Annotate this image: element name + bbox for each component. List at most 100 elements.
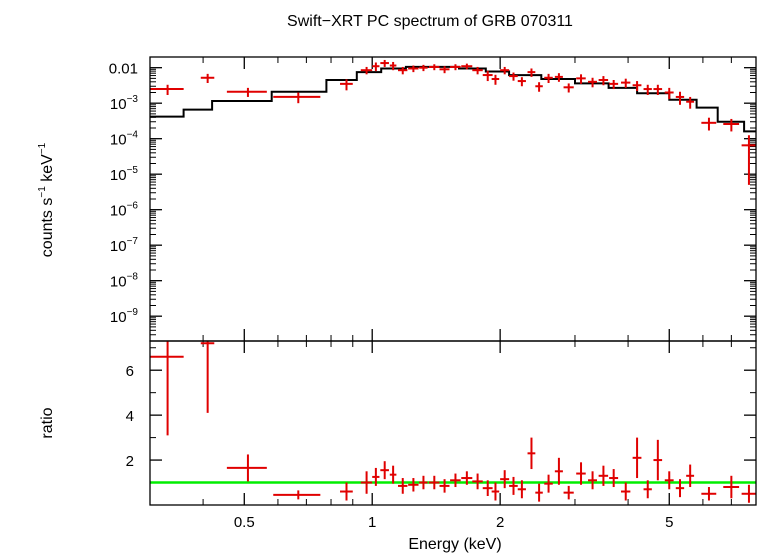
spectrum-data-point (563, 83, 574, 93)
ratio-data-point (653, 439, 663, 481)
spectrum-data-point (380, 59, 389, 67)
y-tick-exponent: −4 (127, 130, 139, 141)
spectrum-data-point (609, 79, 619, 90)
ratio-data-point (527, 437, 536, 470)
ratio-data-point (664, 471, 674, 490)
ylabel-part-1: counts s (39, 198, 56, 258)
spectrum-data-point (500, 66, 510, 75)
ratio-data-point (389, 465, 397, 484)
spectrum-data-point (482, 70, 493, 82)
spectrum-y-tick-label: 10−4 (110, 130, 139, 149)
ratio-y-tick-labels: 2 4 6 (126, 363, 134, 470)
y-tick-base: 10 (110, 203, 127, 220)
ratio-panel: 2 4 6 0.5 1 2 5 ratio Energy (keV) (39, 340, 757, 553)
spectrum-data-point (632, 81, 642, 92)
spectrum-y-tick-label: 10−5 (110, 165, 139, 184)
spectrum-data-point (491, 74, 500, 85)
ratio-data-point (544, 474, 553, 493)
spectrum-data-point (664, 87, 674, 100)
spectrum-data-point (372, 62, 380, 72)
spectrum-y-tick-label: 10−8 (110, 272, 139, 291)
spectrum-y-tick-label: 10−7 (110, 236, 139, 255)
ratio-frame (149, 340, 757, 506)
ratio-data-point (380, 461, 389, 480)
ratio-data-point (428, 475, 440, 490)
ratio-data-point (226, 454, 267, 482)
chart-title: Swift−XRT PC spectrum of GRB 070311 (287, 13, 573, 30)
spectrum-data-point (675, 91, 685, 105)
spectrum-data-point (723, 118, 740, 132)
ratio-data-point (461, 471, 473, 485)
y-tick-exponent: −3 (127, 94, 139, 105)
spectrum-y-tick-label: 10−3 (110, 94, 139, 113)
ratio-data-point (472, 473, 483, 490)
ratio-data-point (701, 487, 717, 501)
y-tick-base: 0.01 (109, 61, 138, 78)
spectrum-y-tick-label: 0.01 (109, 61, 138, 78)
spectrum-data-point (653, 84, 663, 96)
spectrum-data-point (598, 76, 609, 86)
spectrum-data-point (428, 64, 440, 71)
spectrum-data-point (461, 63, 473, 70)
ratio-y-axis-label: ratio (39, 407, 56, 438)
x-tick-label: 0.5 (234, 514, 255, 531)
spectrum-data-point (340, 79, 353, 91)
ratio-data-point (563, 485, 574, 500)
y-tick-base: 10 (110, 96, 127, 113)
spectrum-data-point (450, 64, 461, 71)
spectrum-data-point (360, 66, 373, 75)
y-tick-base: 10 (110, 132, 127, 149)
spectrum-data-point (439, 66, 450, 74)
x-axis-label: Energy (keV) (408, 536, 501, 553)
spectrum-data-point (701, 117, 717, 131)
ratio-y-tick-label: 4 (126, 408, 134, 425)
spectrum-frame (149, 56, 757, 342)
model-step-line (150, 65, 756, 133)
spectrum-data-point (544, 73, 553, 84)
ratio-data-point (675, 479, 685, 498)
ratio-data-point (554, 457, 563, 485)
y-tick-exponent: −5 (127, 165, 139, 176)
spectrum-data-point (535, 82, 543, 92)
y-tick-exponent: −7 (127, 236, 139, 247)
ratio-data-point (408, 478, 419, 492)
ratio-data-point (535, 483, 543, 502)
ylabel-sup-2: −1 (37, 142, 48, 154)
spectrum-data-point (527, 68, 536, 77)
ratio-data-point (450, 473, 461, 488)
ratio-data-point (741, 484, 756, 503)
spectrum-data-point (509, 72, 518, 81)
spectrum-y-tick-label: 10−6 (110, 201, 139, 220)
spectrum-data-point (554, 73, 563, 82)
spectrum-data-point (576, 74, 586, 84)
ratio-data-point (500, 470, 510, 489)
ratio-data-point (491, 482, 500, 501)
y-tick-base: 10 (110, 238, 127, 255)
spectrum-data-point (408, 65, 419, 73)
spectrum-data-point (226, 87, 267, 97)
ratio-data-point (419, 475, 428, 490)
x-tick-label: 2 (496, 514, 504, 531)
ratio-data-point (723, 475, 740, 499)
y-tick-exponent: −9 (127, 307, 139, 318)
ratio-data-point (576, 462, 586, 485)
ylabel-part-2: keV (39, 154, 56, 186)
spectrum-data-point (643, 84, 652, 96)
ratio-data-point (150, 341, 184, 436)
x-tick-labels: 0.5 1 2 5 (234, 514, 674, 531)
ratio-data-point (273, 490, 321, 500)
ratio-y-tick-label: 2 (126, 453, 134, 470)
ratio-data-point (372, 467, 380, 486)
spectrum-data-point (273, 92, 321, 104)
spectrum-data-point (398, 66, 408, 75)
ratio-data-point (517, 480, 526, 499)
spectrum-data-point (419, 64, 428, 72)
ratio-data-point (398, 478, 408, 494)
y-tick-base: 10 (110, 274, 127, 291)
y-tick-exponent: −6 (127, 201, 139, 212)
spectrum-data-point (472, 66, 483, 75)
ratio-data-point (598, 465, 609, 486)
spectrum-data-point (621, 78, 631, 88)
